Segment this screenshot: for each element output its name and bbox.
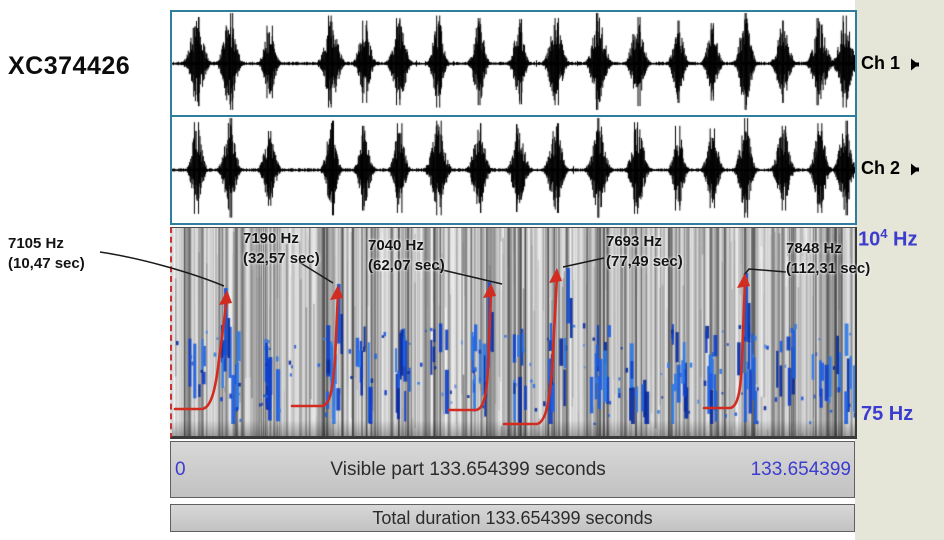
waveform-canvas-ch1[interactable] <box>172 12 855 115</box>
visible-part-scrollbar[interactable]: 0 Visible part 133.654399 seconds 133.65… <box>170 441 855 498</box>
freq-top-exponent: 4 <box>880 226 888 241</box>
channel-1-text: Ch 1 <box>861 53 901 73</box>
freq-annotation-3: 7040 Hz (62,07 sec) <box>368 236 445 276</box>
annotation-1-freq: 7105 Hz <box>8 235 64 252</box>
freq-annotation-2: 7190 Hz (32,57 sec) <box>243 229 320 269</box>
waveform-canvas-ch2[interactable] <box>172 117 855 223</box>
freq-annotation-1: 7105 Hz (10,47 sec) <box>8 234 85 274</box>
channel-2-text: Ch 2 <box>861 158 901 178</box>
speaker-icon-ch1[interactable] <box>907 58 920 71</box>
visible-part-text: Visible part 133.654399 seconds <box>330 458 606 480</box>
freq-top-base: 10 <box>858 228 881 251</box>
recording-id: XC374426 <box>8 52 131 80</box>
waveform-panel-ch2[interactable] <box>170 115 857 225</box>
annotation-2-freq: 7190 Hz <box>243 230 299 247</box>
annotation-3-freq: 7040 Hz <box>368 237 424 254</box>
annotation-3-time: (62,07 sec) <box>368 257 445 274</box>
freq-top-unit: Hz <box>893 228 918 251</box>
annotation-5-time: (112,31 sec) <box>786 260 871 277</box>
annotation-5-freq: 7848 Hz <box>786 240 842 257</box>
speaker-icon-ch2[interactable] <box>907 163 920 176</box>
channel-1-label: Ch 1 <box>861 53 920 74</box>
total-duration-text: Total duration 133.654399 seconds <box>372 507 653 528</box>
total-duration-bar: Total duration 133.654399 seconds <box>170 504 855 532</box>
frequency-axis-bottom-label: 75 Hz <box>861 403 914 425</box>
annotation-2-time: (32,57 sec) <box>243 250 320 267</box>
annotation-4-time: (77,49 sec) <box>606 253 683 270</box>
waveform-panel-ch1[interactable] <box>170 10 857 117</box>
visible-end-value: 133.654399 <box>750 458 851 480</box>
annotation-1-time: (10,47 sec) <box>8 255 85 272</box>
freq-annotation-5: 7848 Hz (112,31 sec) <box>786 239 870 279</box>
freq-annotation-4: 7693 Hz (77,49 sec) <box>606 232 683 272</box>
visible-start-value: 0 <box>175 458 186 480</box>
side-panel-background <box>855 0 944 540</box>
channel-2-label: Ch 2 <box>861 158 920 179</box>
annotation-4-freq: 7693 Hz <box>606 233 662 250</box>
frequency-axis-top-label: 104 Hz <box>858 226 918 252</box>
